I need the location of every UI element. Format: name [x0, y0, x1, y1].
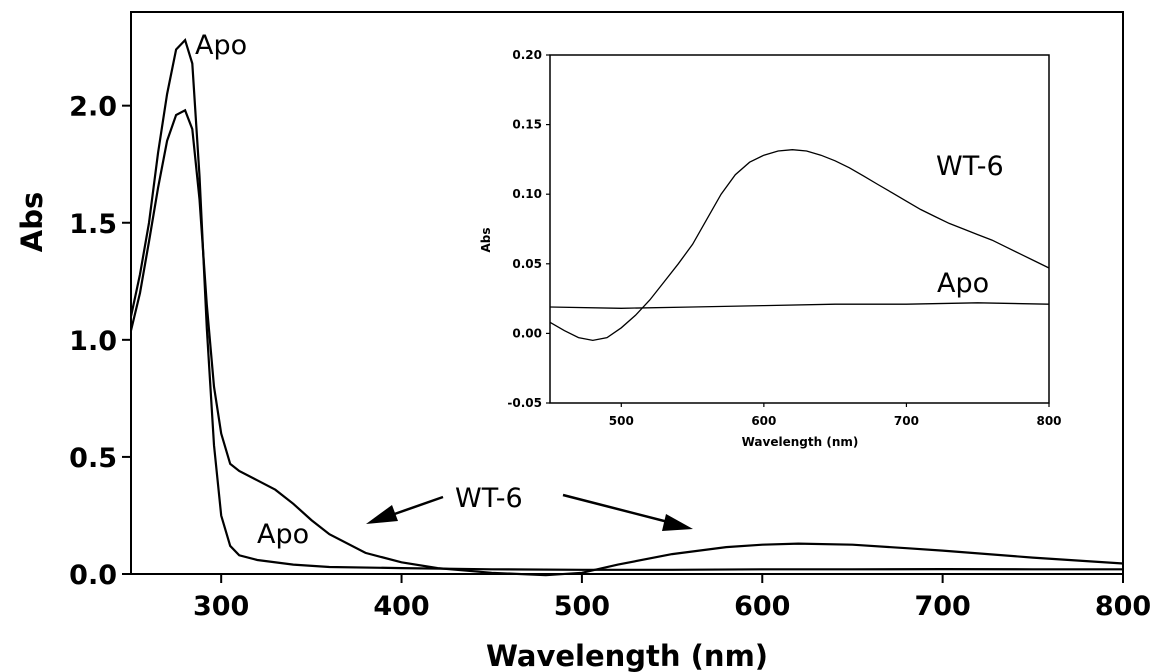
- main-x-tick-label-700: 700: [914, 591, 970, 622]
- inset-plot-frame: [549, 54, 1050, 404]
- main-y-tick-label-0-5: 0.5: [69, 443, 117, 474]
- inset-plot: 500 600 700 800 -0.05 0.00 0.05 0.10 0.15 0.20: [507, 48, 1061, 428]
- arrow-to-wt6-band: [562, 493, 693, 531]
- inset-x-tick-label-500: 500: [609, 414, 634, 428]
- main-y-tick-label-2-0: 2.0: [69, 92, 117, 123]
- inset-y-tick-label-0-05: -0.05: [507, 396, 542, 410]
- inset-x-tick-label-700: 700: [894, 414, 919, 428]
- main-plot-frame: [130, 11, 1124, 575]
- annotation-apo-low: Apo: [257, 519, 309, 550]
- main-x-tick-label-500: 500: [554, 591, 610, 622]
- inset-annotation-wt6: WT-6: [936, 151, 1004, 182]
- main-x-tick-label-800: 800: [1095, 591, 1151, 622]
- inset-y-tick-label-0-00: 0.00: [512, 326, 542, 340]
- inset-y-tick-label-0-20: 0.20: [512, 48, 542, 62]
- inset-y-tick-label-0-05: 0.05: [512, 257, 542, 271]
- annotation-wt6: WT-6: [455, 483, 523, 514]
- main-plot: 300 400 500 600 700 800 0.0 0.5 1.0 1.5 2.0: [69, 37, 1151, 622]
- inset-series-apo-line: [549, 302, 1050, 309]
- main-y-tick-label-1-5: 1.5: [69, 209, 117, 240]
- main-series-wt-6-line: [129, 108, 1124, 577]
- inset-x-tick-label-800: 800: [1036, 414, 1061, 428]
- inset-y-axis-title: Abs: [479, 227, 493, 252]
- inset-x-axis-title: Wavelength (nm): [742, 435, 859, 449]
- arrow-to-wt6-shoulder: [366, 495, 444, 524]
- main-x-tick-label-300: 300: [193, 591, 249, 622]
- main-x-tick-label-600: 600: [734, 591, 790, 622]
- main-x-axis-title: Wavelength (nm): [486, 639, 768, 672]
- main-series-apo-line: [129, 37, 1123, 571]
- inset-y-tick-label-0-10: 0.10: [512, 187, 542, 201]
- main-y-tick-label-0-0: 0.0: [69, 560, 117, 591]
- main-y-tick-label-1-0: 1.0: [69, 326, 117, 357]
- inset-x-tick-label-600: 600: [751, 414, 776, 428]
- inset-series-wt-6-line: [549, 149, 1050, 342]
- main-x-tick-label-400: 400: [373, 591, 429, 622]
- inset-annotation-apo: Apo: [937, 268, 989, 299]
- main-y-axis-title: Abs: [15, 192, 49, 252]
- annotation-apo-peak: Apo: [195, 30, 247, 61]
- inset-y-tick-label-0-15: 0.15: [512, 118, 542, 132]
